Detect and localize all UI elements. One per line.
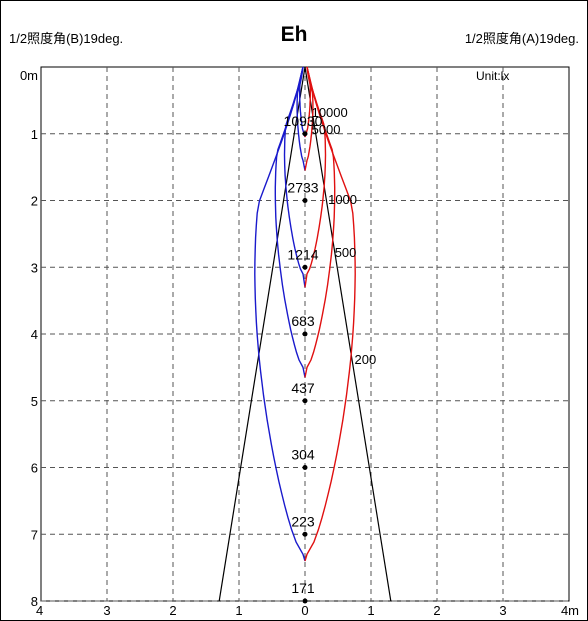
center-point xyxy=(302,465,308,470)
x-tick-label: 2 xyxy=(169,603,176,618)
center-illuminance-label: 223 xyxy=(291,513,315,529)
center-point xyxy=(302,198,308,203)
center-point xyxy=(302,598,308,604)
chart-title: Eh xyxy=(280,23,308,46)
x-tick-label: 0 xyxy=(301,603,308,618)
axis-ticks: 4 3 2 1 0 1 2 3 4m 0m 1 2 3 4 5 6 7 8 xyxy=(20,68,579,618)
center-illuminance-label: 2733 xyxy=(287,180,318,196)
unit-label: Unit:lx xyxy=(476,69,509,83)
center-illuminance-label: 304 xyxy=(291,447,315,463)
isolux-contours xyxy=(254,66,356,562)
y-tick-label: 2 xyxy=(31,194,38,209)
center-point xyxy=(302,264,308,270)
y-tick-label: 1 xyxy=(31,127,38,142)
y-tick-label: 6 xyxy=(31,461,38,476)
isolux-level-label: 1000 xyxy=(328,192,357,207)
center-point xyxy=(302,331,308,337)
center-points xyxy=(302,131,308,604)
beam-line xyxy=(304,66,392,602)
center-point xyxy=(302,398,308,404)
x-tick-label: 2 xyxy=(433,603,440,618)
y-tick-label: 8 xyxy=(31,594,38,609)
x-tick-label: 3 xyxy=(103,603,110,618)
half-angle-a-label: 1/2照度角(A)19deg. xyxy=(464,31,579,46)
beam-line xyxy=(218,66,306,602)
value-labels: 10930 2733 1214 683 437 304 223 171 10000 5000 100… xyxy=(284,105,377,596)
center-point xyxy=(302,131,308,137)
isolux-level-label: 200 xyxy=(355,352,377,367)
isolux-contour-a xyxy=(304,66,356,562)
center-illuminance-label: 1214 xyxy=(287,246,318,262)
y-tick-label: 3 xyxy=(31,260,38,275)
y-tick-label: 7 xyxy=(31,527,38,542)
y-tick-label: 5 xyxy=(31,394,38,409)
y-tick-label: 0m xyxy=(20,68,38,83)
center-illuminance-label: 171 xyxy=(291,580,315,596)
x-tick-label: 1 xyxy=(235,603,242,618)
x-tick-label: 3 xyxy=(499,603,506,618)
x-tick-label: 4 xyxy=(36,603,43,618)
isolux-level-label: 500 xyxy=(335,245,357,260)
isolux-contour-b xyxy=(254,66,306,562)
center-illuminance-label: 10930 xyxy=(284,113,323,129)
center-point xyxy=(302,531,308,537)
isolux-level-label: 5000 xyxy=(312,122,341,137)
y-tick-label: 4 xyxy=(31,327,38,342)
beam-angle-lines xyxy=(218,66,392,602)
center-illuminance-label: 683 xyxy=(291,313,315,329)
x-tick-label: 4m xyxy=(561,603,579,618)
x-tick-label: 1 xyxy=(367,603,374,618)
center-illuminance-label: 437 xyxy=(291,380,315,396)
isolux-level-label: 10000 xyxy=(312,105,348,120)
half-angle-b-label: 1/2照度角(B)19deg. xyxy=(9,31,124,46)
